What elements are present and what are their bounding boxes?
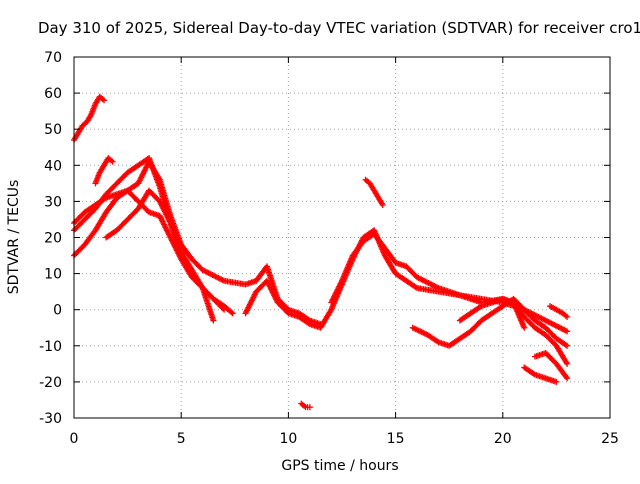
data-point (553, 378, 560, 385)
y-tick-label: -20 (39, 375, 62, 391)
data-point (101, 97, 108, 104)
series-arc-late-b (456, 295, 571, 367)
data-point (306, 404, 313, 411)
data-marker (562, 341, 569, 348)
series-arc-d (103, 187, 228, 313)
data-marker (219, 305, 226, 312)
y-tick-label: -10 (39, 339, 62, 355)
data-point (521, 324, 528, 331)
data-point (564, 342, 571, 349)
x-axis-label: GPS time / hours (281, 458, 398, 474)
y-tick-label: 40 (44, 158, 62, 174)
y-tick-label: -30 (39, 411, 62, 427)
series-arc-late-c (521, 364, 560, 385)
data-point (564, 360, 571, 367)
data-point (109, 158, 116, 165)
data-point (221, 306, 228, 313)
y-tick-label: 0 (53, 303, 62, 319)
y-tick-label: 10 (44, 267, 62, 283)
grid (74, 57, 610, 418)
series-arc-outlier-high (362, 176, 386, 209)
data-point (210, 317, 217, 324)
plot-area (71, 93, 571, 411)
data-point (564, 313, 571, 320)
data-marker (228, 309, 235, 316)
x-tick-label: 15 (387, 431, 405, 447)
y-tick-label: 20 (44, 231, 62, 247)
series-arc-late-a (409, 295, 571, 349)
series-arc-a (71, 158, 324, 328)
series-arc-late-e (546, 303, 571, 320)
data-point (379, 202, 386, 209)
series-arc-e (92, 155, 116, 187)
data-point (564, 375, 571, 382)
data-marker (563, 373, 570, 380)
data-point (229, 310, 236, 317)
series-arc-b (71, 155, 217, 324)
y-axis-label: SDTVAR / TECUs (6, 180, 22, 295)
data-marker (412, 284, 419, 291)
series-arc-early-high (71, 93, 108, 144)
series-arc-mid2 (328, 230, 528, 331)
y-tick-label: 50 (44, 122, 62, 138)
y-tick-label: 70 (44, 50, 62, 66)
chart-title: Day 310 of 2025, Sidereal Day-to-day VTE… (38, 19, 640, 37)
y-tick-label: 30 (44, 194, 62, 210)
series-arc-late-d (531, 350, 571, 382)
series-arc-outlier-low (298, 400, 313, 411)
y-tick-label: 60 (44, 86, 62, 102)
x-tick-label: 10 (279, 431, 297, 447)
x-tick-label: 25 (601, 431, 619, 447)
data-point (564, 328, 571, 335)
x-tick-label: 0 (70, 431, 79, 447)
x-tick-label: 20 (494, 431, 512, 447)
x-tick-label: 5 (177, 431, 186, 447)
axes: 0 5 10 15 20 25 -30 -20 -10 0 10 20 30 40 50 60 70 (39, 50, 619, 447)
